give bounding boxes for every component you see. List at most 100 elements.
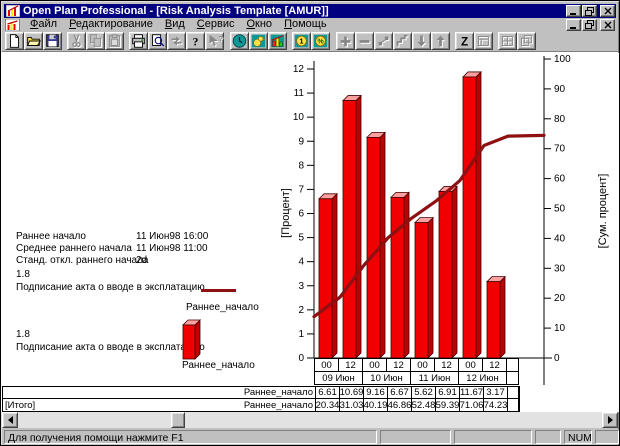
toolbar-histogram-button[interactable]	[268, 32, 287, 50]
table-row-values: Раннее_начало 6.61 10.69 9.16 6.67 5.62 6.91 1…	[2, 386, 520, 399]
toolbar-time-clock-button[interactable]	[230, 32, 249, 50]
toolbar-print-button[interactable]	[129, 32, 148, 50]
minimize-icon	[570, 13, 576, 15]
toolbar-duck-button[interactable]	[249, 32, 268, 50]
toolbar-percent-complete-button[interactable]: %	[311, 32, 330, 50]
minimize-button[interactable]	[566, 5, 581, 17]
document-close-button[interactable]	[600, 18, 615, 31]
table-total-cell: 52.48	[412, 399, 436, 411]
duck-icon	[251, 34, 266, 48]
table-total-cell: 31.03	[340, 399, 364, 411]
svg-text:0: 0	[554, 353, 560, 364]
scroll-left-button[interactable]	[2, 412, 18, 428]
save-icon	[46, 34, 59, 47]
filter-icon	[478, 36, 489, 46]
toolbar-print-preview-button[interactable]	[148, 32, 167, 50]
close-icon	[604, 7, 611, 15]
open-icon	[27, 36, 42, 46]
chart-client-area: 0 1 2 3 4 5 6 7 8 9 10 11 12 0 10 20 30 40 50 60 70 80 90 100 [П…	[1, 53, 619, 412]
x-axis-date-cell: 09 Июн	[315, 372, 363, 384]
cascade-icon	[521, 35, 532, 46]
histogram-icon	[270, 34, 285, 48]
menu-item-help[interactable]: Помощь	[284, 18, 327, 30]
svg-text:4: 4	[298, 257, 304, 268]
toolbar-tile-button	[498, 32, 517, 50]
svg-text:[Сум. процент]: [Сум. процент]	[597, 174, 609, 249]
menu-item-file[interactable]: Файл	[30, 18, 58, 30]
status-message: Для получения помощи нажмите F1	[4, 430, 377, 444]
add-icon	[340, 36, 351, 47]
link-icon	[378, 36, 389, 46]
statistics-value: 11 Июн98 11:00	[136, 243, 208, 254]
toolbar-open-button[interactable]	[24, 32, 43, 50]
svg-text:[Процент]: [Процент]	[280, 188, 292, 238]
statistics-row: Раннее начало 11 Июн98 16:00	[16, 231, 276, 243]
table-total-cell: 46.86	[388, 399, 412, 411]
svg-text:6: 6	[298, 209, 304, 220]
print-icon	[132, 34, 145, 48]
svg-text:?: ?	[219, 35, 223, 43]
toolbar-new-document-button[interactable]	[5, 32, 24, 50]
x-axis-hour-cell: 12	[387, 359, 411, 371]
toolbar-filter-button	[474, 32, 493, 50]
sort-icon: Z	[461, 35, 468, 48]
help-icon: ?	[193, 35, 199, 48]
document-restore-button[interactable]	[582, 18, 597, 31]
svg-text:Z: Z	[461, 35, 468, 48]
outline-icon	[396, 34, 408, 47]
legend-line-activity-id: 1.8	[16, 269, 30, 280]
x-axis-date-cell: 12 Июн	[459, 372, 507, 384]
statistics-value: 2d	[136, 255, 148, 266]
legend-bar-series-label: Раннее_начало	[182, 360, 255, 371]
menu-item-tools[interactable]: Сервис	[196, 18, 235, 30]
legend-line-swatch	[201, 289, 236, 292]
table-value-cell: 6.61	[316, 387, 340, 398]
scroll-right-button[interactable]	[602, 412, 618, 428]
table-total-cell: 40.19	[364, 399, 388, 411]
restore-button[interactable]	[582, 5, 597, 17]
minimize-icon	[570, 26, 576, 29]
svg-text:20: 20	[554, 293, 566, 304]
toolbar-move-up-button	[431, 32, 450, 50]
close-button[interactable]	[600, 5, 615, 17]
statistics-row: Станд. откл. раннего начала 2d	[16, 255, 276, 267]
svg-text:2: 2	[298, 305, 304, 316]
svg-text:%: %	[317, 38, 324, 46]
table-total-cell: 20.34	[316, 399, 340, 411]
svg-text:70: 70	[554, 144, 566, 155]
x-axis-hour-cell: 00	[459, 359, 483, 371]
num-lock-indicator: NUM	[564, 430, 592, 444]
print-preview-icon	[152, 34, 165, 47]
table-row-label-cell: Раннее_начало	[3, 387, 316, 398]
svg-text:10: 10	[554, 323, 566, 334]
svg-text:10: 10	[293, 112, 305, 123]
table-total-cell: 71.06	[460, 399, 484, 411]
x-axis-hour-cell: 12	[435, 359, 459, 371]
x-axis-hour-cell: 12	[339, 359, 363, 371]
document-minimize-button[interactable]	[566, 18, 581, 31]
legend-line-series-label: Раннее_начало	[186, 302, 259, 313]
x-axis-hour-row: 00 12 00 12 00 12 00 12	[314, 358, 519, 372]
menu-item-edit[interactable]: Редактирование	[69, 18, 153, 30]
status-panel-3	[454, 430, 532, 444]
toolbar-remove-button	[355, 32, 374, 50]
svg-text:90: 90	[554, 84, 566, 95]
tile-icon	[502, 36, 513, 46]
x-axis-hour-cell-empty	[507, 359, 519, 371]
svg-text:30: 30	[554, 263, 566, 274]
toolbar-help-button[interactable]: ?	[186, 32, 205, 50]
move-up-icon	[436, 35, 445, 47]
toolbar-save-button[interactable]	[43, 32, 62, 50]
scrollbar-thumb[interactable]	[171, 412, 185, 428]
toolbar-sort-button[interactable]: Z	[455, 32, 474, 50]
toolbar-paste-button	[105, 32, 124, 50]
menu-item-view[interactable]: Вид	[164, 18, 185, 30]
horizontal-scrollbar[interactable]	[2, 412, 618, 428]
cost-icon: 1	[294, 34, 309, 48]
table-series-label: Раннее_начало	[243, 387, 313, 398]
toolbar-cost-button[interactable]: 1	[292, 32, 311, 50]
svg-text:7: 7	[298, 184, 304, 195]
percent-complete-icon: %	[313, 34, 328, 48]
x-axis-date-row: 09 Июн 10 Июн 11 Июн 12 Июн	[314, 372, 519, 385]
menu-item-window[interactable]: Окно	[246, 18, 273, 30]
